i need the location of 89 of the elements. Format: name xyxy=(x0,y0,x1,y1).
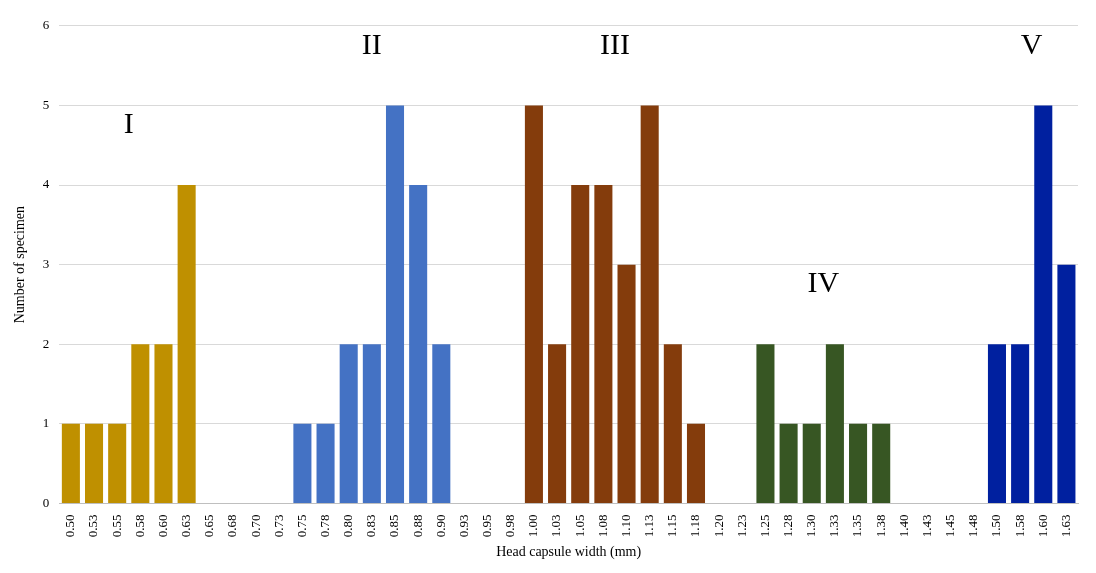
bar xyxy=(617,264,636,503)
x-tick-label: 1.10 xyxy=(617,514,633,538)
x-tick-label: 1.40 xyxy=(895,514,911,538)
x-tick-label: 1.23 xyxy=(733,514,749,538)
x-tick-label: 0.95 xyxy=(479,514,495,538)
annotation: V xyxy=(1020,26,1043,60)
bar xyxy=(108,423,127,503)
x-tick-label: 1.33 xyxy=(826,514,842,538)
bar xyxy=(779,423,798,503)
y-tick-label: 0 xyxy=(42,494,50,510)
x-tick-label: 1.05 xyxy=(571,514,587,538)
x-tick-label: 0.58 xyxy=(131,514,147,538)
x-tick-label: 0.53 xyxy=(85,514,101,538)
x-tick-label: 1.30 xyxy=(803,514,819,538)
bar xyxy=(594,185,613,503)
bar xyxy=(432,344,451,503)
x-tick-label: 0.63 xyxy=(178,514,194,538)
bar xyxy=(756,344,775,503)
bar xyxy=(548,344,567,503)
y-axis-title: Number of specimen xyxy=(12,205,28,324)
x-tick-label: 0.78 xyxy=(316,514,332,538)
annotation: IV xyxy=(807,265,840,299)
bar xyxy=(131,344,150,503)
bar xyxy=(177,185,196,503)
y-tick-label: 2 xyxy=(42,335,50,351)
bar xyxy=(802,423,821,503)
bar xyxy=(640,105,659,503)
bar xyxy=(1034,105,1053,503)
x-tick-label: 1.63 xyxy=(1057,514,1073,538)
x-tick-label: 0.90 xyxy=(432,514,448,538)
x-tick-label: 1.60 xyxy=(1034,514,1050,538)
x-tick-label: 0.88 xyxy=(409,514,425,538)
x-tick-label: 0.50 xyxy=(62,514,78,538)
bar xyxy=(85,423,104,503)
x-tick-label: 0.75 xyxy=(293,514,309,538)
x-tick-label: 0.80 xyxy=(340,514,356,538)
annotation: II xyxy=(361,26,382,60)
x-tick-label: 1.50 xyxy=(988,514,1004,538)
bar xyxy=(61,423,80,503)
bar xyxy=(1057,264,1076,503)
x-tick-label: 1.58 xyxy=(1011,514,1027,538)
y-tick-label: 1 xyxy=(42,415,50,431)
x-tick-label: 1.38 xyxy=(872,514,888,538)
x-tick-label: 1.15 xyxy=(664,514,680,538)
bar xyxy=(385,105,405,503)
x-tick-label: 1.08 xyxy=(594,514,610,538)
x-tick-label: 0.60 xyxy=(154,514,170,538)
bar xyxy=(339,344,358,503)
x-tick-label: 1.35 xyxy=(849,514,865,538)
annotation: I xyxy=(123,106,134,140)
x-tick-label: 0.85 xyxy=(386,514,402,538)
y-tick-label: 5 xyxy=(42,96,50,112)
bar xyxy=(154,344,173,503)
bar xyxy=(663,344,682,503)
bar xyxy=(872,423,891,503)
x-tick-label: 1.00 xyxy=(525,514,541,538)
x-tick-label: 1.13 xyxy=(641,514,657,538)
y-tick-label: 6 xyxy=(42,17,50,33)
bar xyxy=(1011,344,1030,503)
x-tick-label: 1.25 xyxy=(756,514,772,538)
bar xyxy=(825,344,844,503)
x-tick-label: 1.43 xyxy=(918,514,934,538)
bar xyxy=(293,423,312,503)
x-tick-label: 1.20 xyxy=(710,514,726,538)
y-tick-label: 4 xyxy=(42,176,50,192)
bar xyxy=(571,185,590,503)
x-tick-label: 0.65 xyxy=(201,514,217,538)
bar xyxy=(987,344,1006,503)
bar xyxy=(686,423,706,503)
bar xyxy=(362,344,381,503)
annotation: III xyxy=(599,26,630,60)
bar xyxy=(524,105,543,503)
x-tick-label: 0.70 xyxy=(247,514,263,538)
x-tick-label: 0.73 xyxy=(270,514,286,538)
y-tick-label: 3 xyxy=(42,256,50,272)
x-tick-label: 0.55 xyxy=(108,514,124,538)
x-tick-label: 1.45 xyxy=(942,514,958,538)
x-axis-title: Head capsule width (mm) xyxy=(496,544,642,561)
x-tick-label: 0.68 xyxy=(224,514,240,538)
x-tick-label: 0.83 xyxy=(363,514,379,538)
x-tick-label: 1.18 xyxy=(687,514,703,538)
x-tick-label: 0.98 xyxy=(502,514,518,538)
bar xyxy=(316,423,335,503)
bar xyxy=(409,185,428,503)
x-tick-label: 1.03 xyxy=(548,514,564,538)
bar xyxy=(849,423,868,503)
x-tick-label: 1.48 xyxy=(965,514,981,538)
x-tick-label: 0.93 xyxy=(455,514,471,538)
x-tick-label: 1.28 xyxy=(780,514,796,538)
